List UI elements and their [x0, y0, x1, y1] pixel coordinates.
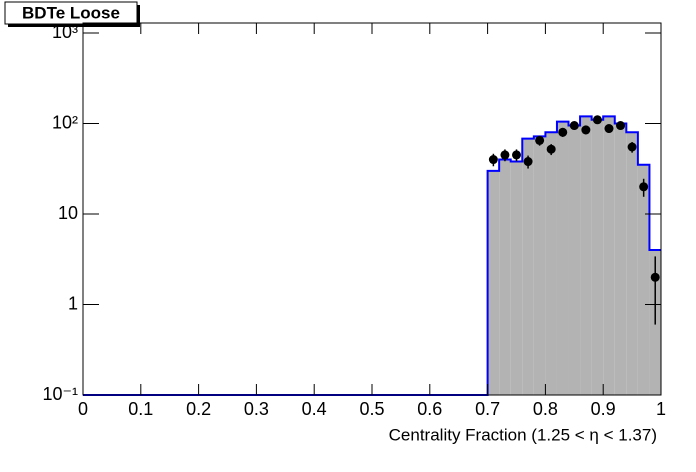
histogram-bar [626, 132, 638, 396]
histogram-bar [545, 132, 557, 396]
y-tick-label: 10² [52, 112, 78, 132]
histogram-bar [614, 123, 627, 396]
histogram-bar [487, 170, 500, 395]
histogram-bar [533, 136, 546, 395]
data-point [523, 157, 533, 167]
data-point [650, 272, 660, 282]
histogram-bar [591, 119, 604, 395]
data-point [535, 135, 545, 145]
x-tick-label: 0.1 [128, 399, 153, 419]
data-point [488, 155, 498, 165]
x-tick-label: 0.2 [186, 399, 211, 419]
x-tick-label: 0 [78, 399, 88, 419]
data-point [569, 121, 579, 131]
x-tick-label: 0.6 [417, 399, 442, 419]
x-tick-label: 0.3 [244, 399, 269, 419]
data-point [592, 115, 602, 125]
x-tick-label: 0.8 [533, 399, 558, 419]
y-tick-label: 10³ [52, 22, 78, 42]
data-point [616, 121, 626, 131]
y-tick-label: 10 [58, 203, 78, 223]
data-point [558, 127, 568, 137]
histogram-bar [580, 116, 592, 395]
histogram-bar [637, 164, 650, 395]
x-tick-label: 0.7 [475, 399, 500, 419]
x-tick-label: 0.9 [591, 399, 616, 419]
title-box [4, 1, 138, 25]
histogram-bar [522, 138, 534, 396]
histogram-bar [510, 161, 523, 395]
y-tick-label: 10⁻¹ [42, 384, 78, 404]
x-tick-label: 0.5 [359, 399, 384, 419]
x-tick-label: 0.4 [302, 399, 327, 419]
histogram-bar [568, 125, 581, 395]
data-point [581, 125, 591, 135]
data-point [604, 124, 614, 134]
data-point [639, 182, 649, 192]
data-point [546, 144, 556, 154]
y-tick-label: 1 [68, 293, 78, 313]
histogram-bar [556, 121, 569, 396]
chart-title: BDTe Loose [22, 3, 120, 22]
data-point [500, 150, 510, 160]
x-axis-label: Centrality Fraction (1.25 < η < 1.37) [389, 425, 657, 444]
data-point [512, 150, 521, 160]
x-tick-label: 1 [656, 399, 666, 419]
histogram-bar [499, 159, 511, 395]
data-point [627, 142, 637, 152]
histogram-bar [603, 116, 615, 395]
